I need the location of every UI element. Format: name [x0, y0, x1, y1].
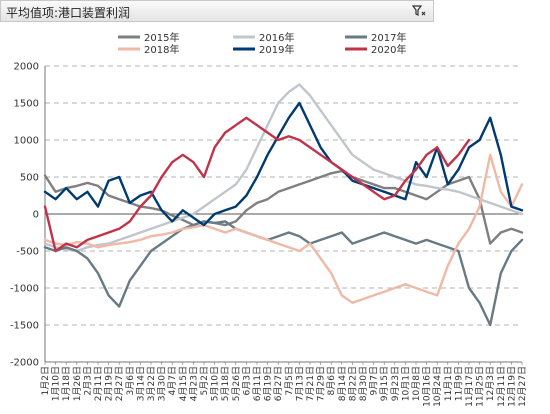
series-line	[43, 83, 524, 253]
page-title: 平均值项:港口装置利润	[6, 6, 131, 20]
x-tick-label: 10月16日	[422, 366, 433, 407]
x-tick-label: 3月14日	[135, 366, 146, 401]
x-tick-label: 10月1日	[400, 366, 411, 401]
y-tick-label: 500	[20, 173, 39, 184]
x-tick-label: 3月22日	[146, 366, 157, 401]
x-tick-label: 7月5日	[284, 366, 295, 395]
x-tick-label: 9月7日	[369, 366, 380, 395]
legend-label: 2017年	[371, 31, 406, 44]
x-tick-label: 12月3日	[485, 366, 496, 401]
x-tick-label: 6月11日	[252, 366, 263, 401]
x-tick-label: 1月10日	[51, 366, 62, 401]
x-tick-label: 6月3日	[241, 366, 252, 395]
x-tick-label: 8月6日	[326, 366, 337, 395]
x-tick-label: 2月11日	[93, 366, 104, 401]
series-line	[43, 220, 524, 327]
title-bar: 平均值项:港口装置利润	[0, 0, 434, 22]
x-tick-label: 6月19日	[263, 366, 274, 401]
legend-label: 2015年	[144, 31, 179, 44]
x-tick-label: 2月19日	[104, 366, 115, 401]
x-tick-label: 9月23日	[390, 366, 401, 401]
x-tick-label: 12月11日	[496, 366, 507, 407]
y-tick-label: -500	[16, 247, 39, 258]
x-tick-label: 4月23日	[188, 366, 199, 401]
x-tick-label: 10月24日	[432, 366, 443, 407]
x-tick-label: 11月1日	[443, 366, 454, 401]
x-tick-label: 5月18日	[220, 366, 231, 401]
x-tick-label: 8月14日	[337, 366, 348, 401]
x-tick-label: 2月27日	[114, 366, 125, 401]
y-tick-label: 0	[33, 210, 39, 221]
x-tick-label: 11月25日	[475, 366, 486, 407]
filter-icon[interactable]	[411, 3, 427, 19]
y-tick-label: -1000	[10, 284, 39, 295]
x-tick-label: 3月30日	[157, 366, 168, 401]
y-tick-label: -2000	[10, 358, 39, 369]
legend-label: 2019年	[259, 43, 294, 56]
x-tick-label: 1月18日	[61, 366, 72, 401]
series-line	[43, 116, 471, 253]
series-line	[43, 153, 524, 304]
legend-label: 2016年	[259, 31, 294, 44]
x-tick-label: 7月29日	[316, 366, 327, 401]
x-tick-label: 4月15日	[178, 366, 189, 401]
x-tick-label: 9月15日	[379, 366, 390, 401]
y-tick-label: 1500	[14, 99, 39, 110]
x-tick-label: 7月13日	[294, 366, 305, 401]
y-tick-label: 2000	[14, 62, 39, 73]
x-tick-label: 11月17日	[464, 366, 475, 407]
x-tick-label: 8月22日	[347, 366, 358, 401]
series-line	[43, 101, 524, 227]
x-tick-label: 1月26日	[72, 366, 83, 401]
x-tick-label: 12月27日	[517, 366, 528, 407]
legend-label: 2018年	[144, 43, 179, 56]
x-tick-label: 8月30日	[358, 366, 369, 401]
x-tick-label: 7月21日	[305, 366, 316, 401]
x-tick-label: 5月10日	[210, 366, 221, 401]
y-tick-label: 1000	[14, 136, 39, 147]
legend-label: 2020年	[371, 43, 406, 56]
x-tick-label: 2月3日	[82, 366, 93, 395]
x-tick-label: 4月7日	[167, 366, 178, 395]
x-tick-label: 6月27日	[273, 366, 284, 401]
x-tick-label: 5月26日	[231, 366, 242, 401]
x-tick-label: 3月6日	[125, 366, 136, 395]
x-tick-label: 10月8日	[411, 366, 422, 401]
y-tick-label: -1500	[10, 321, 39, 332]
x-tick-label: 5月2日	[199, 366, 210, 395]
x-tick-label: 12月19日	[506, 366, 517, 407]
x-tick-label: 1月2日	[40, 366, 51, 395]
x-tick-label: 11月9日	[453, 366, 464, 401]
